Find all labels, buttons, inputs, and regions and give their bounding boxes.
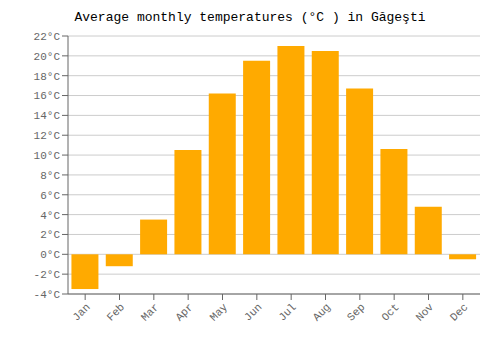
svg-text:Jan: Jan bbox=[70, 301, 92, 323]
svg-text:6°C: 6°C bbox=[40, 190, 60, 202]
svg-text:Aug: Aug bbox=[311, 301, 333, 323]
svg-text:Mar: Mar bbox=[139, 301, 161, 323]
svg-text:20°C: 20°C bbox=[34, 51, 61, 63]
svg-text:10°C: 10°C bbox=[34, 150, 61, 162]
svg-text:4°C: 4°C bbox=[40, 210, 60, 222]
svg-text:Jun: Jun bbox=[242, 301, 264, 323]
svg-text:14°C: 14°C bbox=[34, 110, 61, 122]
svg-text:Sep: Sep bbox=[345, 301, 367, 323]
svg-text:2°C: 2°C bbox=[40, 229, 60, 241]
svg-text:Nov: Nov bbox=[414, 301, 437, 324]
svg-text:May: May bbox=[208, 301, 231, 324]
svg-text:12°C: 12°C bbox=[34, 130, 61, 142]
svg-text:-2°C: -2°C bbox=[34, 269, 61, 281]
svg-text:22°C: 22°C bbox=[34, 31, 61, 43]
svg-text:Dec: Dec bbox=[448, 301, 470, 323]
svg-text:-4°C: -4°C bbox=[34, 289, 61, 301]
svg-text:Oct: Oct bbox=[379, 301, 401, 323]
svg-text:16°C: 16°C bbox=[34, 90, 61, 102]
html-text:Average monthly temperatures (: Average monthly temperatures (°C ) in Gă… bbox=[74, 10, 426, 25]
svg-text:Feb: Feb bbox=[105, 301, 127, 323]
svg-text:Apr: Apr bbox=[173, 301, 195, 323]
svg-text:8°C: 8°C bbox=[40, 170, 60, 182]
svg-text:18°C: 18°C bbox=[34, 71, 61, 83]
svg-text:Jul: Jul bbox=[276, 301, 298, 323]
svg-text:0°C: 0°C bbox=[40, 249, 60, 261]
